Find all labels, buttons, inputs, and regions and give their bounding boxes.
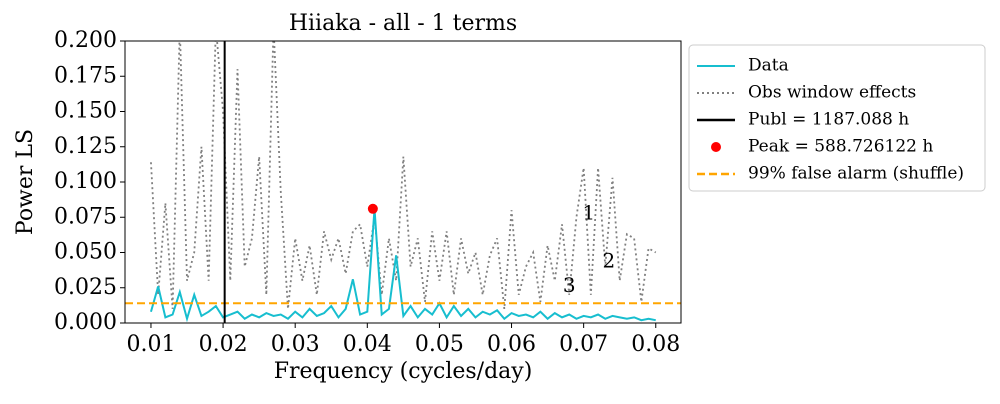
plot-area <box>125 41 681 323</box>
chart-title: Hiiaka - all - 1 terms <box>289 11 517 36</box>
y-tick-label: 0.175 <box>54 63 117 88</box>
y-axis-label: Power LS <box>13 129 38 235</box>
y-tick-label: 0.150 <box>54 99 117 124</box>
legend-label: 99% false alarm (shuffle) <box>748 164 964 184</box>
x-tick-label: 0.03 <box>271 332 320 357</box>
y-tick-label: 0.125 <box>54 134 117 159</box>
y-tick-label: 0.050 <box>54 240 117 265</box>
annotation: 1 <box>582 201 595 225</box>
x-tick-label: 0.07 <box>559 332 608 357</box>
y-tick-label: 0.100 <box>54 169 117 194</box>
legend-label: Obs window effects <box>748 83 916 103</box>
y-tick-label: 0.200 <box>54 28 117 53</box>
x-tick-label: 0.02 <box>199 332 248 357</box>
annotation: 2 <box>603 248 616 272</box>
x-tick-label: 0.04 <box>343 332 392 357</box>
series-line <box>150 41 657 309</box>
x-tick-label: 0.05 <box>415 332 464 357</box>
peak-marker <box>367 203 378 214</box>
x-tick-label: 0.08 <box>631 332 680 357</box>
legend-label: Peak = 588.726122 h <box>748 137 933 157</box>
x-axis-label: Frequency (cycles/day) <box>274 359 533 384</box>
legend-label: Publ = 1187.088 h <box>748 110 909 130</box>
legend <box>688 44 986 192</box>
y-tick-label: 0.025 <box>54 275 117 300</box>
y-tick-label: 0.075 <box>54 204 117 229</box>
annotation: 3 <box>563 273 576 297</box>
legend-swatch <box>711 142 721 152</box>
y-tick-label: 0.000 <box>54 310 117 335</box>
x-tick-label: 0.06 <box>487 332 536 357</box>
legend-label: Data <box>748 56 789 76</box>
series-line <box>149 208 656 323</box>
x-tick-label: 0.01 <box>126 332 175 357</box>
